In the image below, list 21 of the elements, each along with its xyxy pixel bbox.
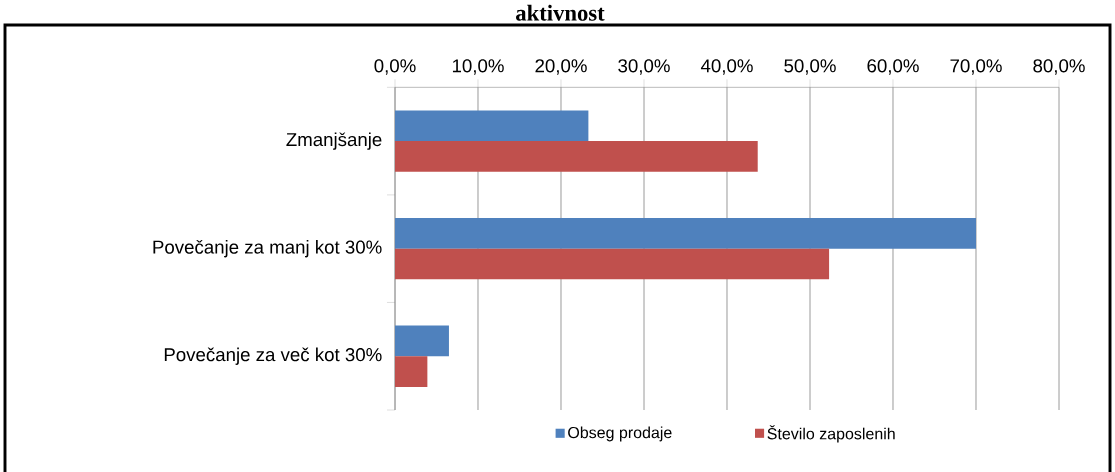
x-tick-label: 50,0% bbox=[784, 59, 836, 75]
x-tick-label: 0,0% bbox=[374, 59, 416, 75]
x-tick-label: 70,0% bbox=[950, 59, 1002, 75]
bar bbox=[395, 325, 449, 357]
bar bbox=[395, 141, 758, 172]
x-tick-label: 10,0% bbox=[452, 59, 504, 75]
x-tick-label: 20,0% bbox=[535, 59, 587, 75]
bar bbox=[395, 110, 589, 142]
legend-label: Število zaposlenih bbox=[767, 425, 895, 443]
x-tick-label: 60,0% bbox=[867, 59, 919, 75]
x-tick-label: 30,0% bbox=[618, 59, 670, 75]
x-tick-label: 80,0% bbox=[1033, 59, 1085, 75]
bar bbox=[395, 218, 976, 249]
y-tick-label: Zmanjšanje bbox=[286, 132, 382, 150]
bar bbox=[395, 248, 830, 280]
chart-title: aktivnost bbox=[516, 4, 605, 21]
y-tick-label: Povečanje za več kot 30% bbox=[164, 347, 382, 365]
bar bbox=[395, 356, 428, 387]
x-tick-label: 40,0% bbox=[700, 59, 753, 75]
y-tick-label: Povečanje za manj kot 30% bbox=[153, 239, 382, 258]
legend-label: Obseg prodaje bbox=[568, 426, 672, 442]
